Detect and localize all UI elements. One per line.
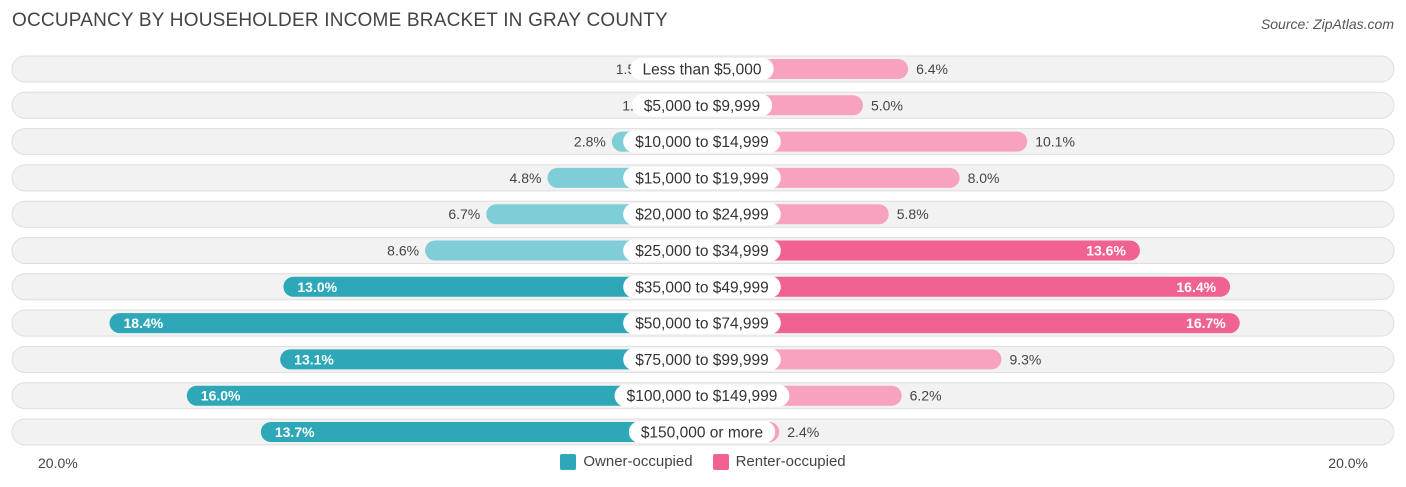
legend-swatch-renter: [712, 453, 729, 470]
renter-value-label: 5.0%: [871, 97, 903, 113]
category-label: $10,000 to $14,999: [635, 134, 769, 151]
renter-value-label: 16.7%: [1186, 315, 1226, 331]
owner-value-label: 4.8%: [510, 170, 542, 186]
legend-item-owner: Owner-occupied: [560, 453, 693, 470]
category-label: $25,000 to $34,999: [635, 243, 769, 260]
renter-value-label: 10.1%: [1035, 134, 1075, 150]
renter-value-label: 2.4%: [787, 424, 819, 440]
category-pill: [614, 384, 790, 407]
category-pill: [631, 94, 773, 117]
owner-value-label: 13.1%: [294, 351, 334, 367]
owner-value-label: 18.4%: [124, 315, 164, 331]
chart-title: OCCUPANCY BY HOUSEHOLDER INCOME BRACKET …: [12, 10, 668, 31]
category-label: Less than $5,000: [643, 62, 762, 79]
legend-swatch-owner: [560, 453, 577, 470]
chart-source: Source: ZipAtlas.com: [1260, 16, 1394, 32]
category-pill: [630, 58, 774, 80]
legend-label-owner: Owner-occupied: [583, 453, 693, 470]
category-pill: [623, 203, 781, 226]
axis-left-label: 20.0%: [38, 455, 78, 471]
owner-bar: [283, 276, 702, 297]
renter-value-label: 8.0%: [968, 170, 1000, 186]
category-pill: [623, 239, 781, 262]
owner-bar: [186, 385, 703, 406]
category-label: $150,000 or more: [641, 425, 763, 442]
owner-value-label: 13.0%: [297, 279, 337, 295]
legend-item-renter: Renter-occupied: [712, 453, 846, 470]
renter-bar: [702, 240, 1140, 261]
axis-right-label: 20.0%: [1328, 455, 1368, 471]
owner-value-label: 6.7%: [448, 206, 480, 222]
category-pill: [623, 275, 781, 298]
owner-value-label: 2.8%: [574, 134, 606, 150]
category-label: $75,000 to $99,999: [635, 352, 769, 369]
renter-value-label: 13.6%: [1086, 243, 1126, 259]
renter-value-label: 16.4%: [1176, 279, 1216, 295]
category-pill: [623, 166, 781, 189]
renter-value-label: 9.3%: [1009, 351, 1041, 367]
renter-value-label: 5.8%: [897, 206, 929, 222]
category-pill: [623, 312, 781, 335]
category-pill: [628, 421, 776, 443]
category-label: $15,000 to $19,999: [635, 170, 769, 187]
category-label: $20,000 to $24,999: [635, 207, 769, 224]
renter-value-label: 6.4%: [916, 61, 948, 77]
renter-bar: [702, 276, 1231, 297]
category-label: $5,000 to $9,999: [644, 98, 760, 115]
owner-value-label: 8.6%: [387, 243, 419, 259]
owner-value-label: 13.7%: [275, 424, 315, 440]
owner-bar: [260, 422, 702, 442]
category-label: $50,000 to $74,999: [635, 316, 769, 333]
renter-bar: [702, 313, 1240, 334]
owner-bar: [109, 313, 702, 334]
owner-value-label: 16.0%: [201, 388, 241, 404]
category-pill: [623, 348, 781, 371]
category-pill: [623, 130, 781, 153]
legend: Owner-occupied Renter-occupied: [0, 453, 1406, 470]
renter-value-label: 6.2%: [910, 388, 942, 404]
category-label: $100,000 to $149,999: [627, 388, 778, 405]
renter-bar: [702, 131, 1028, 152]
legend-label-renter: Renter-occupied: [735, 453, 846, 470]
category-label: $35,000 to $49,999: [635, 279, 769, 296]
owner-bar: [280, 349, 702, 370]
